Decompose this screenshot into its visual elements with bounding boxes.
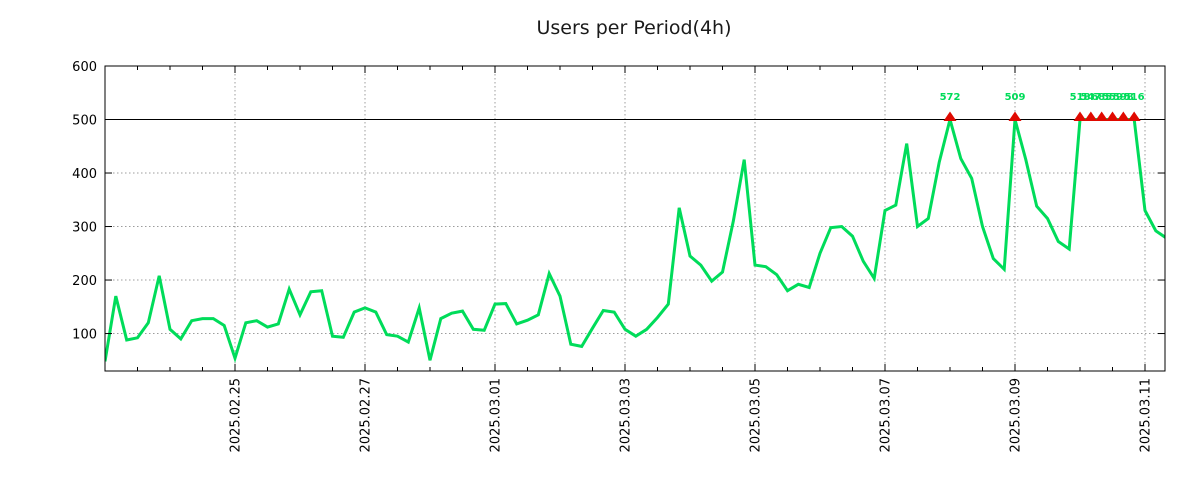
clip-marker-triangle-icon xyxy=(1127,111,1141,122)
clip-marker-triangle-icon xyxy=(943,111,957,122)
clip-value-label: 518 xyxy=(1070,92,1091,103)
y-tick-label: 500 xyxy=(72,114,97,129)
clip-marker-triangle-icon xyxy=(1073,111,1087,122)
clip-marker-triangle-icon xyxy=(1084,111,1098,122)
chart-title: Users per Period(4h) xyxy=(536,17,731,39)
clip-value-label: 685 xyxy=(1091,92,1112,103)
y-tick-label: 600 xyxy=(72,60,97,75)
clip-marker-triangle-icon xyxy=(1106,111,1119,122)
x-tick-label: 2025.03.11 xyxy=(1139,378,1154,452)
x-tick-label: 2025.02.25 xyxy=(229,378,244,452)
y-tick-label: 400 xyxy=(72,167,97,182)
axis-label-layer: 2025.02.25 2025.02.27 2025.03.01 2025.03.03… xyxy=(72,60,1153,452)
data-series-line xyxy=(105,113,1165,364)
y-tick-label: 300 xyxy=(72,221,97,236)
y-tick-label: 100 xyxy=(72,328,97,343)
clip-value-label: 598 xyxy=(1113,92,1134,103)
plot-frame xyxy=(104,65,1166,372)
clip-value-label: 547 xyxy=(1080,92,1101,103)
x-tick-label: 2025.03.09 xyxy=(1009,378,1024,452)
series-layer xyxy=(105,113,1165,364)
y-tick-label: 200 xyxy=(72,274,97,289)
clip-value-label: 516 xyxy=(1124,92,1145,103)
clip-marker-triangle-icon xyxy=(1008,111,1022,122)
grid-layer xyxy=(105,66,1165,371)
x-tick-label: 2025.03.07 xyxy=(879,378,894,452)
clip-value-label: 559 xyxy=(1102,92,1123,103)
clip-marker-triangle-icon xyxy=(1095,111,1109,122)
plot-border xyxy=(104,65,1166,372)
clip-marker-layer xyxy=(943,111,1141,122)
clip-marker-triangle-icon xyxy=(1116,111,1130,122)
x-tick-label: 2025.03.05 xyxy=(749,378,764,452)
x-tick-label: 2025.03.01 xyxy=(489,378,504,452)
clip-value-label: 572 xyxy=(940,92,961,103)
x-tick-label: 2025.03.03 xyxy=(619,378,634,452)
x-tick-label: 2025.02.27 xyxy=(359,378,374,452)
clip-value-label: 509 xyxy=(1005,92,1026,103)
